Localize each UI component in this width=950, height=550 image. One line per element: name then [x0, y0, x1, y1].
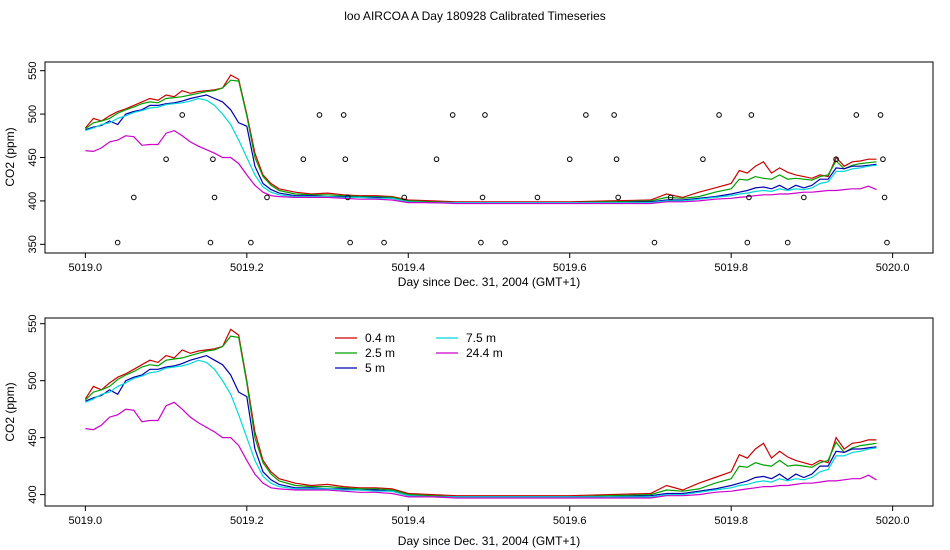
scatter-point: [347, 239, 353, 246]
bottom-y-axis-label: CO2 (ppm): [3, 382, 17, 441]
top-xtick-label: 5019.8: [714, 262, 748, 274]
bottom-xtick-label: 5019.4: [391, 515, 425, 527]
legend-label: 7.5 m: [466, 331, 496, 345]
scatter-point: [884, 239, 890, 246]
top-ytick-label: 400: [27, 192, 39, 210]
scatter-point: [700, 156, 706, 163]
legend-label: 2.5 m: [365, 346, 395, 360]
scatter-point: [131, 194, 137, 201]
scatter-point: [667, 194, 674, 201]
scatter-point: [300, 156, 307, 163]
top-ytick-label: 450: [27, 148, 39, 166]
top-xtick-label: 5019.6: [553, 262, 587, 274]
scatter-point: [784, 239, 791, 246]
top-series-7-5-m: [85, 97, 877, 204]
top-xtick-label: 5019.4: [391, 262, 425, 274]
top-ytick-label: 500: [27, 105, 39, 123]
scatter-point: [449, 112, 456, 118]
bottom-xtick-label: 5020.0: [876, 515, 910, 527]
top-y-axis-label: CO2 (ppm): [3, 127, 17, 186]
scatter-point: [611, 112, 617, 118]
bottom-ytick-label: 450: [27, 428, 39, 446]
legend-label: 24.4 m: [466, 346, 503, 360]
scatter-point: [881, 194, 888, 201]
chart-title: loo AIRCOA A Day 180928 Calibrated Times…: [344, 9, 605, 23]
bottom-series-2-5-m: [84, 335, 877, 498]
top-plot-frame: [44, 61, 934, 254]
bottom-series-0-4-m: [84, 328, 877, 497]
bottom-xtick-label: 5019.0: [69, 515, 103, 527]
scatter-point: [615, 194, 621, 201]
scatter-point: [381, 239, 387, 246]
bottom-xtick-label: 5019.8: [714, 515, 748, 527]
scatter-point: [746, 194, 752, 201]
top-series-24-4-m: [85, 129, 877, 205]
bottom-xtick-label: 5019.2: [230, 515, 264, 527]
bottom-plot-frame: [44, 317, 934, 507]
top-series-2-5-m: [85, 79, 877, 204]
bottom-xtick-label: 5019.6: [553, 515, 587, 527]
scatter-point: [479, 194, 486, 201]
scatter-point: [748, 112, 755, 118]
scatter-point: [342, 156, 349, 163]
top-xtick-label: 5019.0: [69, 262, 103, 274]
top-xtick-label: 5020.0: [876, 262, 910, 274]
scatter-point: [502, 239, 508, 246]
scatter-point: [316, 112, 323, 118]
scatter-point: [264, 194, 270, 201]
scatter-point: [566, 156, 573, 163]
top-series-0-4-m: [84, 74, 877, 203]
legend-label: 5 m: [365, 361, 385, 375]
scatter-point: [433, 156, 440, 163]
scatter-point: [179, 112, 186, 118]
bottom-ytick-label: 500: [27, 371, 39, 389]
scatter-point: [613, 156, 620, 163]
scatter-point: [880, 156, 886, 163]
top-panel: 350 400 450 500 550 5019.0 5019.2 5019.4 5019.6…: [3, 61, 934, 289]
scatter-point: [211, 194, 218, 201]
bottom-ytick-label: 550: [27, 315, 39, 333]
scatter-point: [340, 112, 347, 118]
scatter-point: [801, 194, 807, 201]
legend: 0.4 m2.5 m5 m 7.5 m24.4 m: [335, 331, 503, 375]
scatter-point: [744, 239, 751, 246]
scatter-point: [163, 156, 169, 163]
scatter-point: [583, 112, 589, 118]
scatter-point: [401, 194, 408, 201]
scatter-point: [114, 239, 121, 246]
top-ytick-label: 550: [27, 62, 39, 80]
legend-label: 0.4 m: [365, 331, 395, 345]
scatter-point: [344, 194, 351, 201]
bottom-x-axis-label: Day since Dec. 31, 2004 (GMT+1): [398, 534, 580, 548]
scatter-point: [833, 156, 839, 163]
top-x-axis-label: Day since Dec. 31, 2004 (GMT+1): [398, 275, 580, 289]
top-xtick-label: 5019.2: [230, 262, 264, 274]
bottom-series-7-5-m: [85, 359, 877, 498]
scatter-point: [210, 156, 216, 163]
scatter-point: [651, 239, 658, 246]
bottom-series-24-4-m: [85, 401, 877, 499]
scatter-point: [877, 112, 884, 118]
top-ytick-label: 350: [27, 235, 39, 253]
bottom-panel: 400 450 500 550 5019.0 5019.2 5019.4 5019.6 501…: [3, 315, 934, 548]
scatter-point: [853, 112, 860, 118]
scatter-point: [478, 239, 484, 246]
bottom-ytick-label: 400: [27, 485, 39, 503]
scatter-point: [248, 239, 254, 246]
scatter-point: [207, 239, 214, 246]
scatter-point: [716, 112, 722, 118]
scatter-point: [482, 112, 488, 118]
scatter-point: [534, 194, 541, 201]
